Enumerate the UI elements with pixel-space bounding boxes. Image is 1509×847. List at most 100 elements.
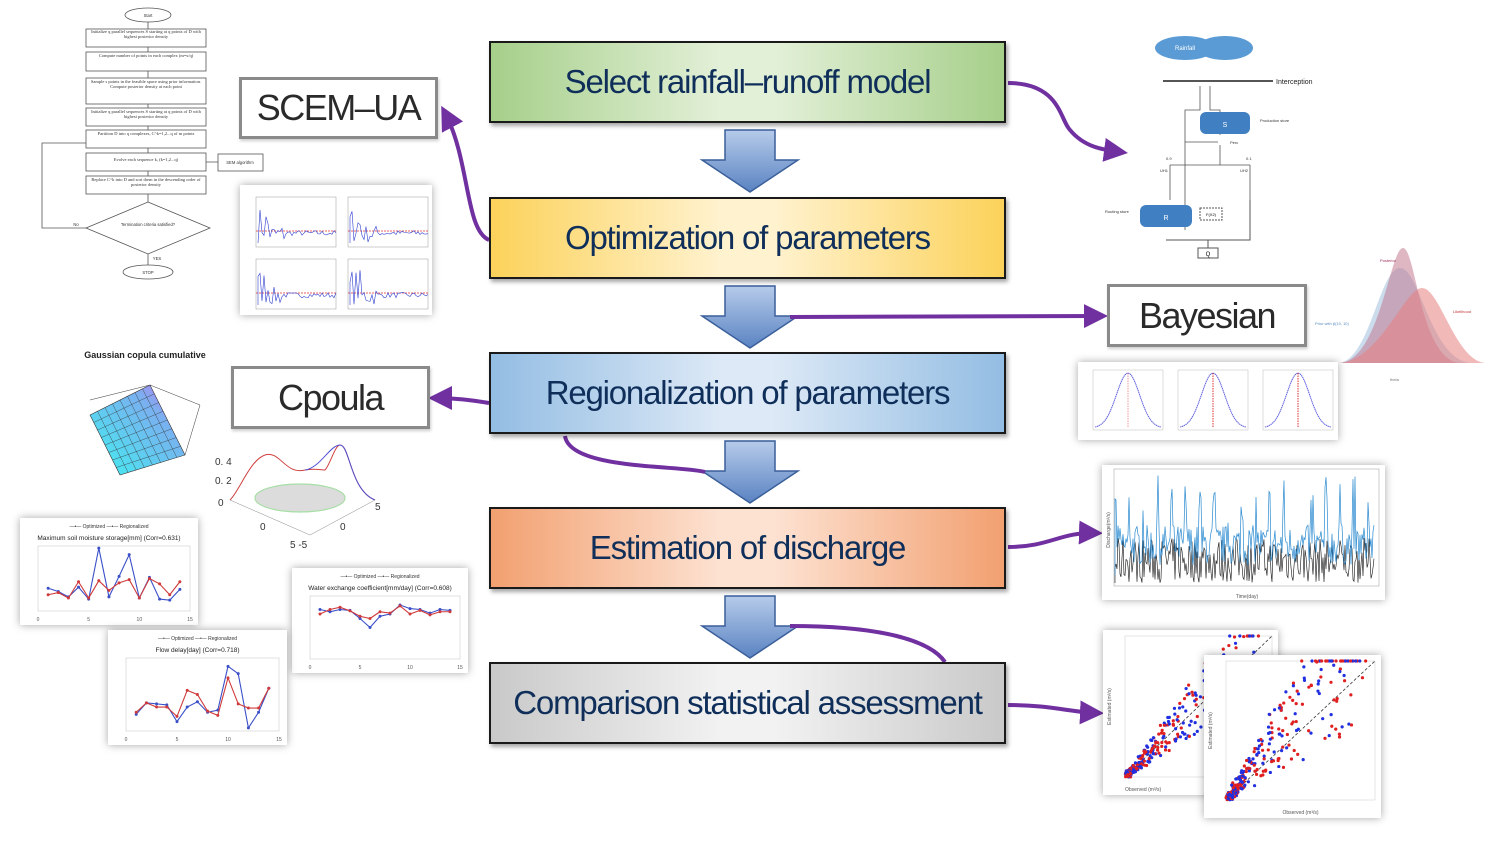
data-point <box>236 672 240 676</box>
scatter-point <box>1231 796 1235 800</box>
scatter-point <box>1289 757 1294 761</box>
normal-panel <box>1262 369 1334 431</box>
scatter-point <box>1172 706 1177 710</box>
scatter-point <box>1151 736 1156 740</box>
scatter-point <box>1166 719 1171 724</box>
scatter-point <box>1317 691 1321 696</box>
scatter-point <box>1190 690 1194 694</box>
scatter-point <box>1257 744 1262 748</box>
step-regionalization: Regionalization of parameters <box>489 352 1006 434</box>
scatter-point <box>1194 703 1198 707</box>
scatter-point <box>1342 679 1347 683</box>
scatter-point <box>1269 721 1273 725</box>
connector-optimization-to-scem <box>441 105 491 242</box>
scatter-point <box>1163 748 1168 752</box>
x-tick-label: 15 <box>457 665 463 671</box>
scatter-point <box>1320 659 1324 663</box>
scatter-point <box>1335 699 1339 703</box>
scatter-point <box>1126 773 1130 777</box>
gr4j-store-s: S <box>1223 122 1228 129</box>
gr4j-uh2: UH2 <box>1240 168 1249 173</box>
x-tick-label: 10 <box>137 617 143 623</box>
data-point <box>338 608 342 611</box>
scatter-point <box>1191 693 1195 697</box>
scatter-point <box>1182 697 1187 701</box>
scatter-point <box>1188 723 1192 727</box>
posterior-normal-plots <box>1078 362 1338 440</box>
scatter-point <box>1307 685 1311 689</box>
scatter-point <box>1233 783 1237 787</box>
scatter-point <box>1157 732 1161 736</box>
data-point <box>66 596 70 600</box>
scatter-point <box>1238 783 1243 787</box>
scatter-point <box>1150 756 1154 760</box>
scatter-point <box>1285 746 1289 750</box>
scem-flowchart: Start Initialize q parallel sequences S … <box>41 7 264 280</box>
scatter-point <box>1230 783 1234 787</box>
scatter-point <box>1287 743 1291 747</box>
scatter-point <box>1261 769 1265 773</box>
scatter-point <box>1151 752 1155 756</box>
scatter-point <box>1272 750 1276 754</box>
gr4j-rainfall: Rainfall <box>1175 46 1195 52</box>
scatter-point <box>1335 697 1339 701</box>
scatter-point <box>1129 771 1133 775</box>
gr4j-model-diagram: Rainfall Interception S Production store… <box>1105 36 1313 259</box>
scatter-point <box>1176 714 1180 719</box>
trace-line <box>349 270 429 305</box>
scatter-point <box>1348 659 1353 663</box>
data-point <box>226 676 230 680</box>
scatter-point <box>1277 764 1281 769</box>
scatter-point <box>1284 716 1288 720</box>
scatter-point <box>1319 675 1323 679</box>
svg-text:0: 0 <box>340 522 346 533</box>
data-point <box>408 612 412 616</box>
data-point <box>127 553 131 557</box>
scatter-point <box>1255 767 1259 772</box>
one-to-one-line <box>1225 660 1376 801</box>
data-point <box>134 710 138 714</box>
scatter-point <box>1195 729 1199 733</box>
chart-legend: —•— Optimized —•— Regionalized <box>158 636 237 642</box>
data-point <box>318 612 322 616</box>
scatter-point <box>1340 725 1344 729</box>
scatter-point <box>1221 647 1225 651</box>
scatter-point <box>1280 748 1284 753</box>
scatter-point <box>1198 695 1203 699</box>
scatter-point <box>1256 747 1260 751</box>
copula-grid-line <box>142 388 178 458</box>
scatter-point <box>1174 737 1178 741</box>
data-point <box>155 705 159 709</box>
scatter-point <box>1288 695 1292 699</box>
gr4j-split1: 0.9 <box>1166 156 1172 161</box>
scatter-point <box>1349 723 1354 727</box>
scatter-point <box>1241 774 1245 778</box>
scatter-point <box>1262 754 1266 758</box>
copula-grid-line <box>104 419 168 446</box>
trace-line <box>349 211 429 243</box>
scatter-point <box>1296 727 1300 731</box>
flow-step-3: Sample s points in the feasible space us… <box>90 79 202 89</box>
scatter-point <box>1272 708 1277 712</box>
scatter-point <box>1364 659 1368 663</box>
copula-title: Gaussian copula cumulative <box>84 350 206 360</box>
trace-line <box>257 272 337 305</box>
scatter-point <box>1358 659 1362 663</box>
svg-text:0. 2: 0. 2 <box>215 476 232 487</box>
flow-step-7: Replace C^k into D and sort them in the … <box>91 177 201 187</box>
scatter-point <box>1137 760 1141 765</box>
flow-down-arrow-icon <box>699 285 801 349</box>
scatter-point <box>1349 693 1353 697</box>
data-point <box>175 714 179 718</box>
line-chart-flow-delay: —•— Optimized —•— Regionalized Flow delay… <box>108 630 287 745</box>
scatter-point <box>1226 797 1230 801</box>
scatter-point <box>1192 732 1196 737</box>
ts-ylabel: Discharge(m³/s) <box>1106 512 1112 548</box>
trace-line <box>257 209 337 244</box>
data-point <box>117 581 121 585</box>
scatter-point <box>1242 764 1246 768</box>
gr4j-split2: 0.1 <box>1246 156 1252 161</box>
scatter-point <box>1291 681 1296 685</box>
scatter-point <box>1346 659 1350 663</box>
scatter-point <box>1125 769 1129 774</box>
